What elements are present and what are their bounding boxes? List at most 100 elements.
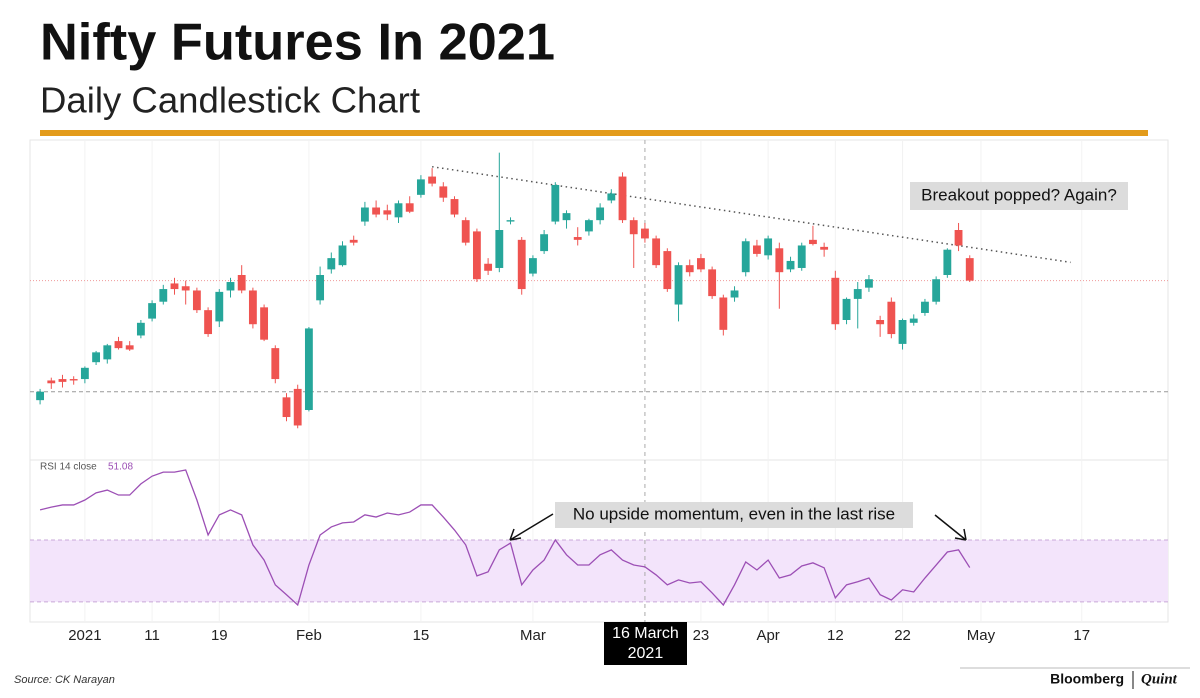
crosshair-label: 16 March 2021 (603, 622, 687, 665)
candle-body (741, 241, 750, 273)
x-tick-label: 17 (1073, 627, 1090, 644)
candle-body (842, 298, 851, 320)
candle-body (540, 234, 549, 252)
candle-body (416, 179, 425, 195)
candle-body (775, 248, 784, 273)
candle-body (248, 290, 257, 325)
candle-body (192, 290, 201, 311)
candle-body (596, 207, 605, 221)
candle-body (865, 279, 873, 288)
candle-body (809, 239, 817, 245)
x-tick-label: Apr (756, 627, 779, 644)
candle-body (921, 301, 929, 313)
candle-body (797, 245, 806, 268)
candle-body (148, 303, 157, 319)
candle-body (943, 249, 952, 275)
x-tick-label: Mar (520, 627, 546, 644)
x-tick-label: 23 (693, 627, 710, 644)
plot-frame (29, 139, 1169, 623)
candle-body (226, 282, 235, 291)
candle-body (58, 379, 67, 382)
candle-body (584, 220, 593, 232)
candle-body (753, 245, 761, 254)
x-tick-label: 11 (144, 627, 160, 644)
candle-body (965, 258, 974, 281)
rsi-value: 51.08 (108, 462, 133, 473)
candle-body (719, 297, 728, 330)
candle-body (764, 238, 773, 256)
x-tick-label: 12 (827, 627, 844, 644)
candle-body (461, 220, 470, 243)
x-tick-label: 2021 (68, 627, 101, 644)
candle-body (327, 258, 336, 270)
annotation-box (555, 502, 913, 528)
candle-body (663, 251, 672, 290)
annotation: No upside momentum, even in the last ris… (573, 504, 895, 523)
candle-body (876, 320, 885, 325)
candle-body (506, 220, 515, 222)
x-tick-label: Feb (296, 627, 322, 644)
candle-body (573, 237, 582, 240)
arrow (509, 513, 554, 541)
brand: Bloomberg (1050, 671, 1124, 687)
candle-body (697, 258, 705, 270)
candle-body (36, 391, 45, 401)
candle-body (528, 258, 537, 274)
candle-body (271, 348, 280, 380)
candle-body (316, 275, 325, 301)
candle-body (652, 238, 661, 266)
arrow (934, 514, 967, 541)
candle-body (472, 231, 481, 280)
candle-body (730, 290, 739, 298)
candle-body (159, 289, 168, 302)
candle-body (103, 345, 112, 360)
candle-body (708, 269, 717, 297)
candle-body (629, 220, 638, 235)
title: Nifty Futures In 2021 (40, 14, 555, 72)
candle-body (181, 286, 190, 291)
candle-body (607, 193, 616, 201)
x-tick-label: 22 (894, 627, 911, 644)
candle-body (831, 277, 840, 325)
candle-body (428, 176, 437, 184)
candle-body (349, 239, 358, 243)
candle-body (562, 213, 571, 221)
candle-body (360, 207, 369, 222)
x-tick-label: 19 (211, 627, 228, 644)
trendline (431, 165, 1071, 264)
candle-body (932, 279, 941, 302)
candle-body (517, 239, 526, 290)
candle-body (551, 185, 560, 222)
candle-body (685, 265, 694, 273)
rsi-label: RSI 14 close (40, 462, 97, 473)
candle-body (383, 210, 392, 215)
candle-body (338, 245, 347, 266)
candle-body (47, 380, 56, 384)
candle-body (80, 367, 89, 380)
candle-body (170, 283, 179, 290)
brand: Quint (1141, 671, 1178, 687)
rsi-band (30, 539, 1168, 602)
candle-body (820, 246, 829, 250)
subtitle: Daily Candlestick Chart (40, 80, 420, 121)
candle-body (282, 397, 291, 418)
x-tick-label: May (967, 627, 996, 644)
annotation: Breakout popped? Again? (921, 185, 1117, 204)
candle-body (372, 207, 381, 215)
candle-body (204, 310, 213, 335)
source: Source: CK Narayan (14, 674, 115, 686)
candle-body (495, 230, 504, 268)
candle-body (136, 322, 145, 336)
rule (40, 130, 1148, 136)
candle-body (786, 260, 795, 270)
candle-body (641, 228, 649, 239)
candle-body (484, 263, 493, 271)
candle-body (215, 291, 224, 322)
candle-body (853, 289, 862, 299)
candle-body (405, 203, 414, 212)
candle-body (674, 265, 683, 305)
candle-body (125, 345, 134, 350)
candle-body (450, 199, 459, 215)
